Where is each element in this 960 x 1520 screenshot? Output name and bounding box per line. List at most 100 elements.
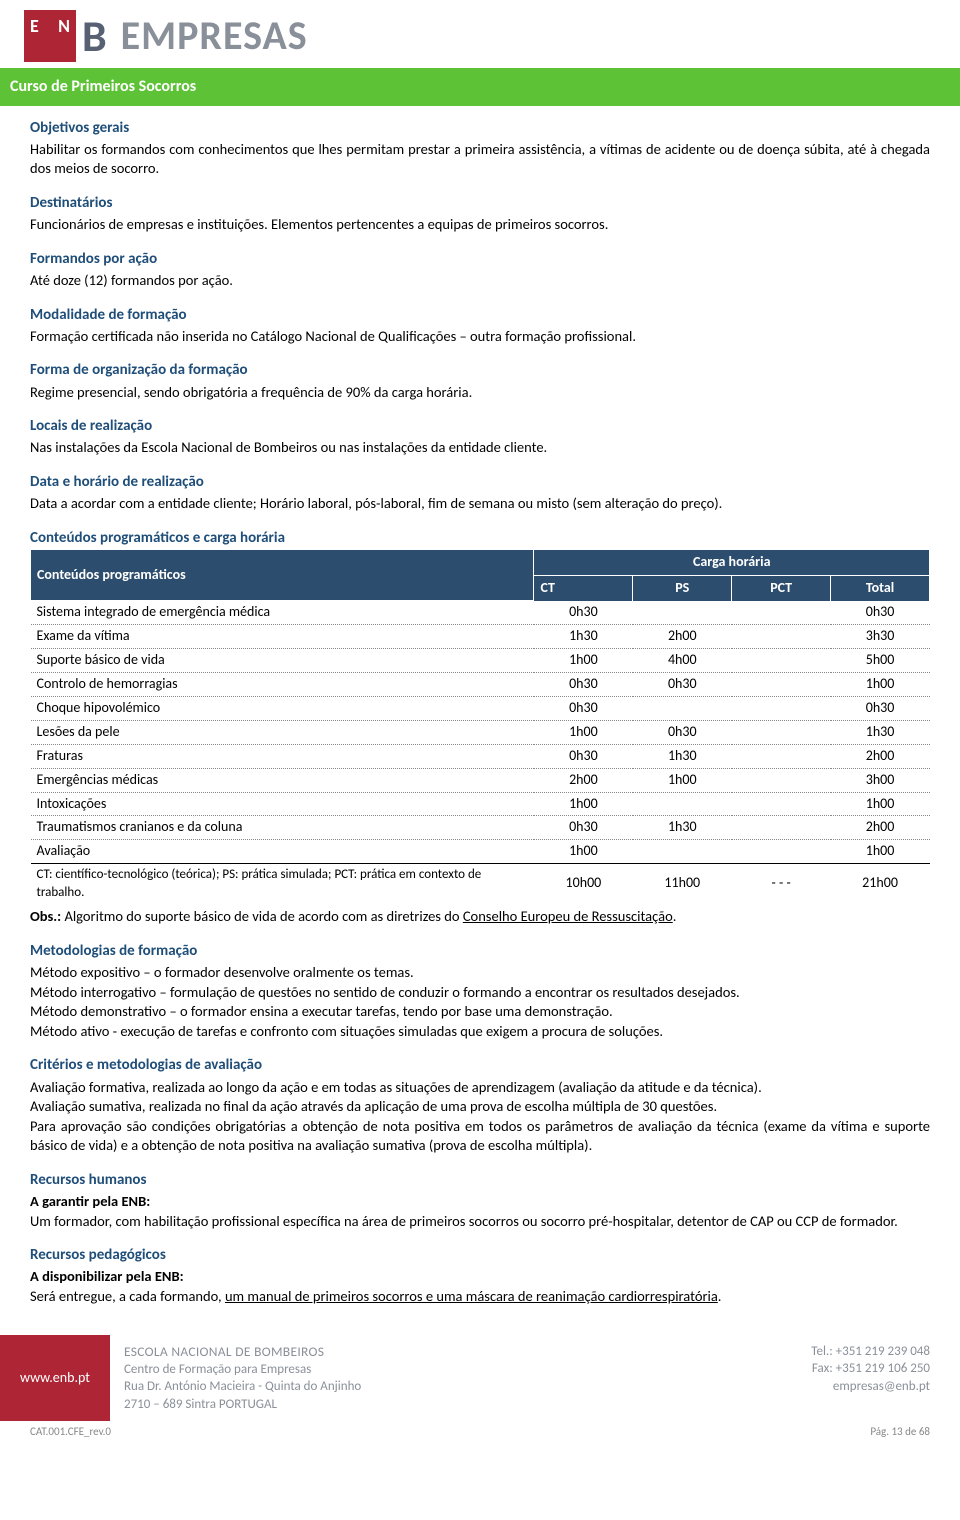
section-title: Formandos por ação <box>30 249 930 269</box>
table-cell <box>633 696 732 720</box>
table-cell: 1h00 <box>831 673 930 697</box>
table-cell: 0h30 <box>534 673 633 697</box>
table-cell: 2h00 <box>534 768 633 792</box>
table-row: Fraturas0h301h302h00 <box>31 744 930 768</box>
section-body-line: Avaliação sumativa, realizada no final d… <box>30 1097 930 1117</box>
th-total: Total <box>831 575 930 600</box>
th-ct: CT <box>534 575 633 600</box>
body-suffix: . <box>718 1287 722 1305</box>
section-forma-org: Forma de organização da formação Regime … <box>30 360 930 402</box>
th-carga: Carga horária <box>534 550 930 575</box>
footer-site: www.enb.pt <box>0 1335 110 1422</box>
section-title: Modalidade de formação <box>30 305 930 325</box>
section-title: Critérios e metodologias de avaliação <box>30 1055 930 1075</box>
table-row: Avaliação1h001h00 <box>31 840 930 864</box>
section-body-line: Método ativo - execução de tarefas e con… <box>30 1022 930 1042</box>
table-cell <box>732 792 831 816</box>
table-cell <box>732 601 831 625</box>
section-title: Data e horário de realização <box>30 472 930 492</box>
section-body-line: Método expositivo – o formador desenvolv… <box>30 963 930 983</box>
table-cell: Suporte básico de vida <box>31 649 534 673</box>
section-formandos: Formandos por ação Até doze (12) formand… <box>30 249 930 291</box>
table-cell: Emergências médicas <box>31 768 534 792</box>
table-row: Lesões da pele1h000h301h30 <box>31 720 930 744</box>
table-cell <box>732 816 831 840</box>
table-cell <box>732 673 831 697</box>
section-data: Data e horário de realização Data a acor… <box>30 472 930 514</box>
page-footer: www.enb.pt ESCOLA NACIONAL DE BOMBEIROS … <box>0 1335 960 1422</box>
table-cell <box>732 744 831 768</box>
table-cell: 3h00 <box>831 768 930 792</box>
table-cell: 0h30 <box>534 601 633 625</box>
obs-prefix: Obs.: <box>30 907 61 925</box>
section-body: Regime presencial, sendo obrigatória a f… <box>30 383 930 403</box>
table-cell: Choque hipovolémico <box>31 696 534 720</box>
table-cell: 1h00 <box>534 792 633 816</box>
section-body: Habilitar os formandos com conhecimentos… <box>30 140 930 179</box>
table-cell: 5h00 <box>831 649 930 673</box>
section-objetivos: Objetivos gerais Habilitar os formandos … <box>30 118 930 179</box>
section-pedagogicos: Recursos pedagógicos A disponibilizar pe… <box>30 1245 930 1306</box>
table-cell: 2h00 <box>831 816 930 840</box>
table-cell: Sistema integrado de emergência médica <box>31 601 534 625</box>
section-body: Um formador, com habilitação profissiona… <box>30 1212 930 1232</box>
section-subtitle: A disponibilizar pela ENB: <box>30 1267 930 1287</box>
footer-email: empresas@enb.pt <box>740 1378 930 1396</box>
table-cell: 1h00 <box>831 792 930 816</box>
table-cell: Avaliação <box>31 840 534 864</box>
logo-letter: B <box>82 14 107 58</box>
table-cell: Fraturas <box>31 744 534 768</box>
obs-link: Conselho Europeu de Ressuscitação <box>463 907 673 925</box>
section-title: Recursos pedagógicos <box>30 1245 930 1265</box>
table-cell: 0h30 <box>633 720 732 744</box>
logo-square-icon <box>24 10 76 62</box>
table-cell: 0h30 <box>534 816 633 840</box>
section-body: Funcionários de empresas e instituições.… <box>30 215 930 235</box>
table-cell: 1h30 <box>633 816 732 840</box>
section-title: Forma de organização da formação <box>30 360 930 380</box>
table-total-cell: 11h00 <box>633 864 732 904</box>
section-body: Formação certificada não inserida no Cat… <box>30 327 930 347</box>
table-cell <box>732 768 831 792</box>
section-destinatarios: Destinatários Funcionários de empresas e… <box>30 193 930 235</box>
section-body-line: Método interrogativo – formulação de que… <box>30 983 930 1003</box>
table-row: Suporte básico de vida1h004h005h00 <box>31 649 930 673</box>
table-cell: Controlo de hemorragias <box>31 673 534 697</box>
section-body-line: Método demonstrativo – o formador ensina… <box>30 1002 930 1022</box>
table-row: Intoxicações1h001h00 <box>31 792 930 816</box>
table-cell: 0h30 <box>831 601 930 625</box>
th-ps: PS <box>633 575 732 600</box>
table-cell: 1h00 <box>633 768 732 792</box>
footer-contacts: Tel.: +351 219 239 048 Fax: +351 219 106… <box>740 1335 960 1422</box>
obs-body: Algoritmo do suporte básico de vida de a… <box>61 907 463 925</box>
table-row: Emergências médicas2h001h00 3h00 <box>31 768 930 792</box>
logo: B EMPRESAS <box>24 10 960 62</box>
table-row: Exame da vítima1h302h003h30 <box>31 625 930 649</box>
th-content: Conteúdos programáticos <box>31 550 534 601</box>
table-cell <box>633 840 732 864</box>
footer-fax: Fax: +351 219 106 250 <box>740 1360 930 1378</box>
footer-center: Centro de Formação para Empresas <box>124 1361 726 1379</box>
section-body: Até doze (12) formandos por ação. <box>30 271 930 291</box>
table-cell: 1h00 <box>534 720 633 744</box>
logo-word: EMPRESAS <box>113 16 308 56</box>
page-meta: CAT.001.CFE_rev.0 Pág. 13 de 68 <box>0 1421 960 1440</box>
section-title: Locais de realização <box>30 416 930 436</box>
table-row: Choque hipovolémico0h300h30 <box>31 696 930 720</box>
obs-suffix: . <box>673 907 677 925</box>
table-total-cell: 10h00 <box>534 864 633 904</box>
table-cell: 0h30 <box>831 696 930 720</box>
table-obs: Obs.: Algoritmo do suporte básico de vid… <box>30 907 930 927</box>
conteudos-table-wrap: Conteúdos programáticos Carga horária CT… <box>30 550 930 927</box>
table-cell: Lesões da pele <box>31 720 534 744</box>
table-cell <box>633 792 732 816</box>
section-title: Objetivos gerais <box>30 118 930 138</box>
table-cell: 0h30 <box>534 696 633 720</box>
table-cell <box>732 649 831 673</box>
th-pct: PCT <box>732 575 831 600</box>
table-cell <box>732 720 831 744</box>
table-cell <box>732 696 831 720</box>
doc-ref: CAT.001.CFE_rev.0 <box>30 1425 111 1440</box>
table-row: Sistema integrado de emergência médica0h… <box>31 601 930 625</box>
section-title: Metodologias de formação <box>30 941 930 961</box>
